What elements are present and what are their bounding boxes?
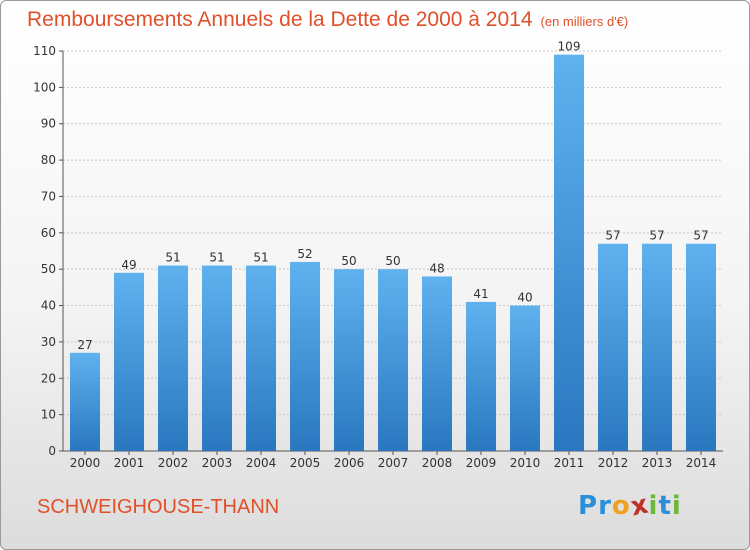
x-tick-label: 2011 — [554, 456, 585, 470]
y-tick-label: 60 — [41, 226, 56, 240]
x-tick-label: 2012 — [598, 456, 629, 470]
bar — [114, 272, 144, 451]
data-label: 51 — [165, 251, 180, 265]
data-label: 109 — [558, 40, 581, 54]
data-label: 57 — [605, 229, 620, 243]
data-label: 27 — [77, 338, 92, 352]
y-tick-label: 30 — [41, 335, 56, 349]
data-label: 40 — [517, 291, 532, 305]
bar — [598, 243, 628, 451]
chart-title: Remboursements Annuels de la Dette de 20… — [27, 8, 628, 32]
bar — [554, 54, 584, 452]
bar — [202, 265, 232, 451]
x-tick-label: 2009 — [466, 456, 497, 470]
data-label: 57 — [649, 229, 664, 243]
x-tick-label: 2013 — [642, 456, 673, 470]
y-tick-label: 0 — [48, 444, 56, 458]
proxiti-logo: Proxiti — [578, 489, 682, 522]
y-tick-label: 80 — [41, 153, 56, 167]
y-tick-label: 110 — [33, 44, 56, 58]
bar — [246, 265, 276, 451]
data-label: 41 — [473, 287, 488, 301]
x-tick-label: 2001 — [114, 456, 145, 470]
chart-unit: (en milliers d'€) — [540, 14, 629, 29]
y-tick-label: 50 — [41, 262, 56, 276]
x-tick-label: 2008 — [422, 456, 453, 470]
bar — [422, 276, 452, 451]
x-tick-label: 2007 — [378, 456, 409, 470]
logo-letter: i — [648, 491, 659, 521]
bar — [290, 261, 320, 451]
bar — [70, 352, 100, 451]
chart-title-text: Remboursements Annuels de la Dette de 20… — [27, 8, 533, 31]
bar — [378, 269, 408, 451]
logo-letter: P — [578, 491, 599, 521]
bar — [510, 305, 540, 451]
data-label: 52 — [297, 247, 312, 261]
x-tick-label: 2005 — [290, 456, 321, 470]
bar — [158, 265, 188, 451]
data-label: 50 — [385, 254, 400, 268]
x-tick-label: 2010 — [510, 456, 541, 470]
bar — [334, 269, 364, 451]
y-tick-label: 20 — [41, 371, 56, 385]
logo-letter: r — [598, 491, 612, 521]
y-tick-label: 40 — [41, 299, 56, 313]
data-label: 49 — [121, 258, 136, 272]
x-tick-label: 2006 — [334, 456, 365, 470]
city-name: SCHWEIGHOUSE-THANN — [37, 496, 280, 518]
logo-letter: t — [658, 491, 672, 521]
y-tick-label: 100 — [33, 80, 56, 94]
x-tick-label: 2002 — [158, 456, 189, 470]
bar — [686, 243, 716, 451]
data-label: 57 — [693, 229, 708, 243]
data-label: 50 — [341, 254, 356, 268]
x-tick-label: 2000 — [70, 456, 101, 470]
data-label: 51 — [253, 251, 268, 265]
logo-letter: i — [671, 491, 682, 521]
y-tick-label: 10 — [41, 408, 56, 422]
x-tick-label: 2004 — [246, 456, 277, 470]
bar — [642, 243, 672, 451]
labels: 0 10 20 30 40 50 60 70 80 90 100 110 27 2000 49 2001 51 2… — [33, 40, 716, 470]
bar — [466, 301, 496, 451]
y-tick-label: 90 — [41, 117, 56, 131]
x-tick-label: 2014 — [686, 456, 717, 470]
bars — [70, 54, 716, 452]
data-label: 48 — [429, 261, 444, 275]
y-tick-label: 70 — [41, 189, 56, 203]
x-tick-label: 2003 — [202, 456, 233, 470]
data-label: 51 — [209, 251, 224, 265]
logo-letter: o — [611, 491, 631, 521]
